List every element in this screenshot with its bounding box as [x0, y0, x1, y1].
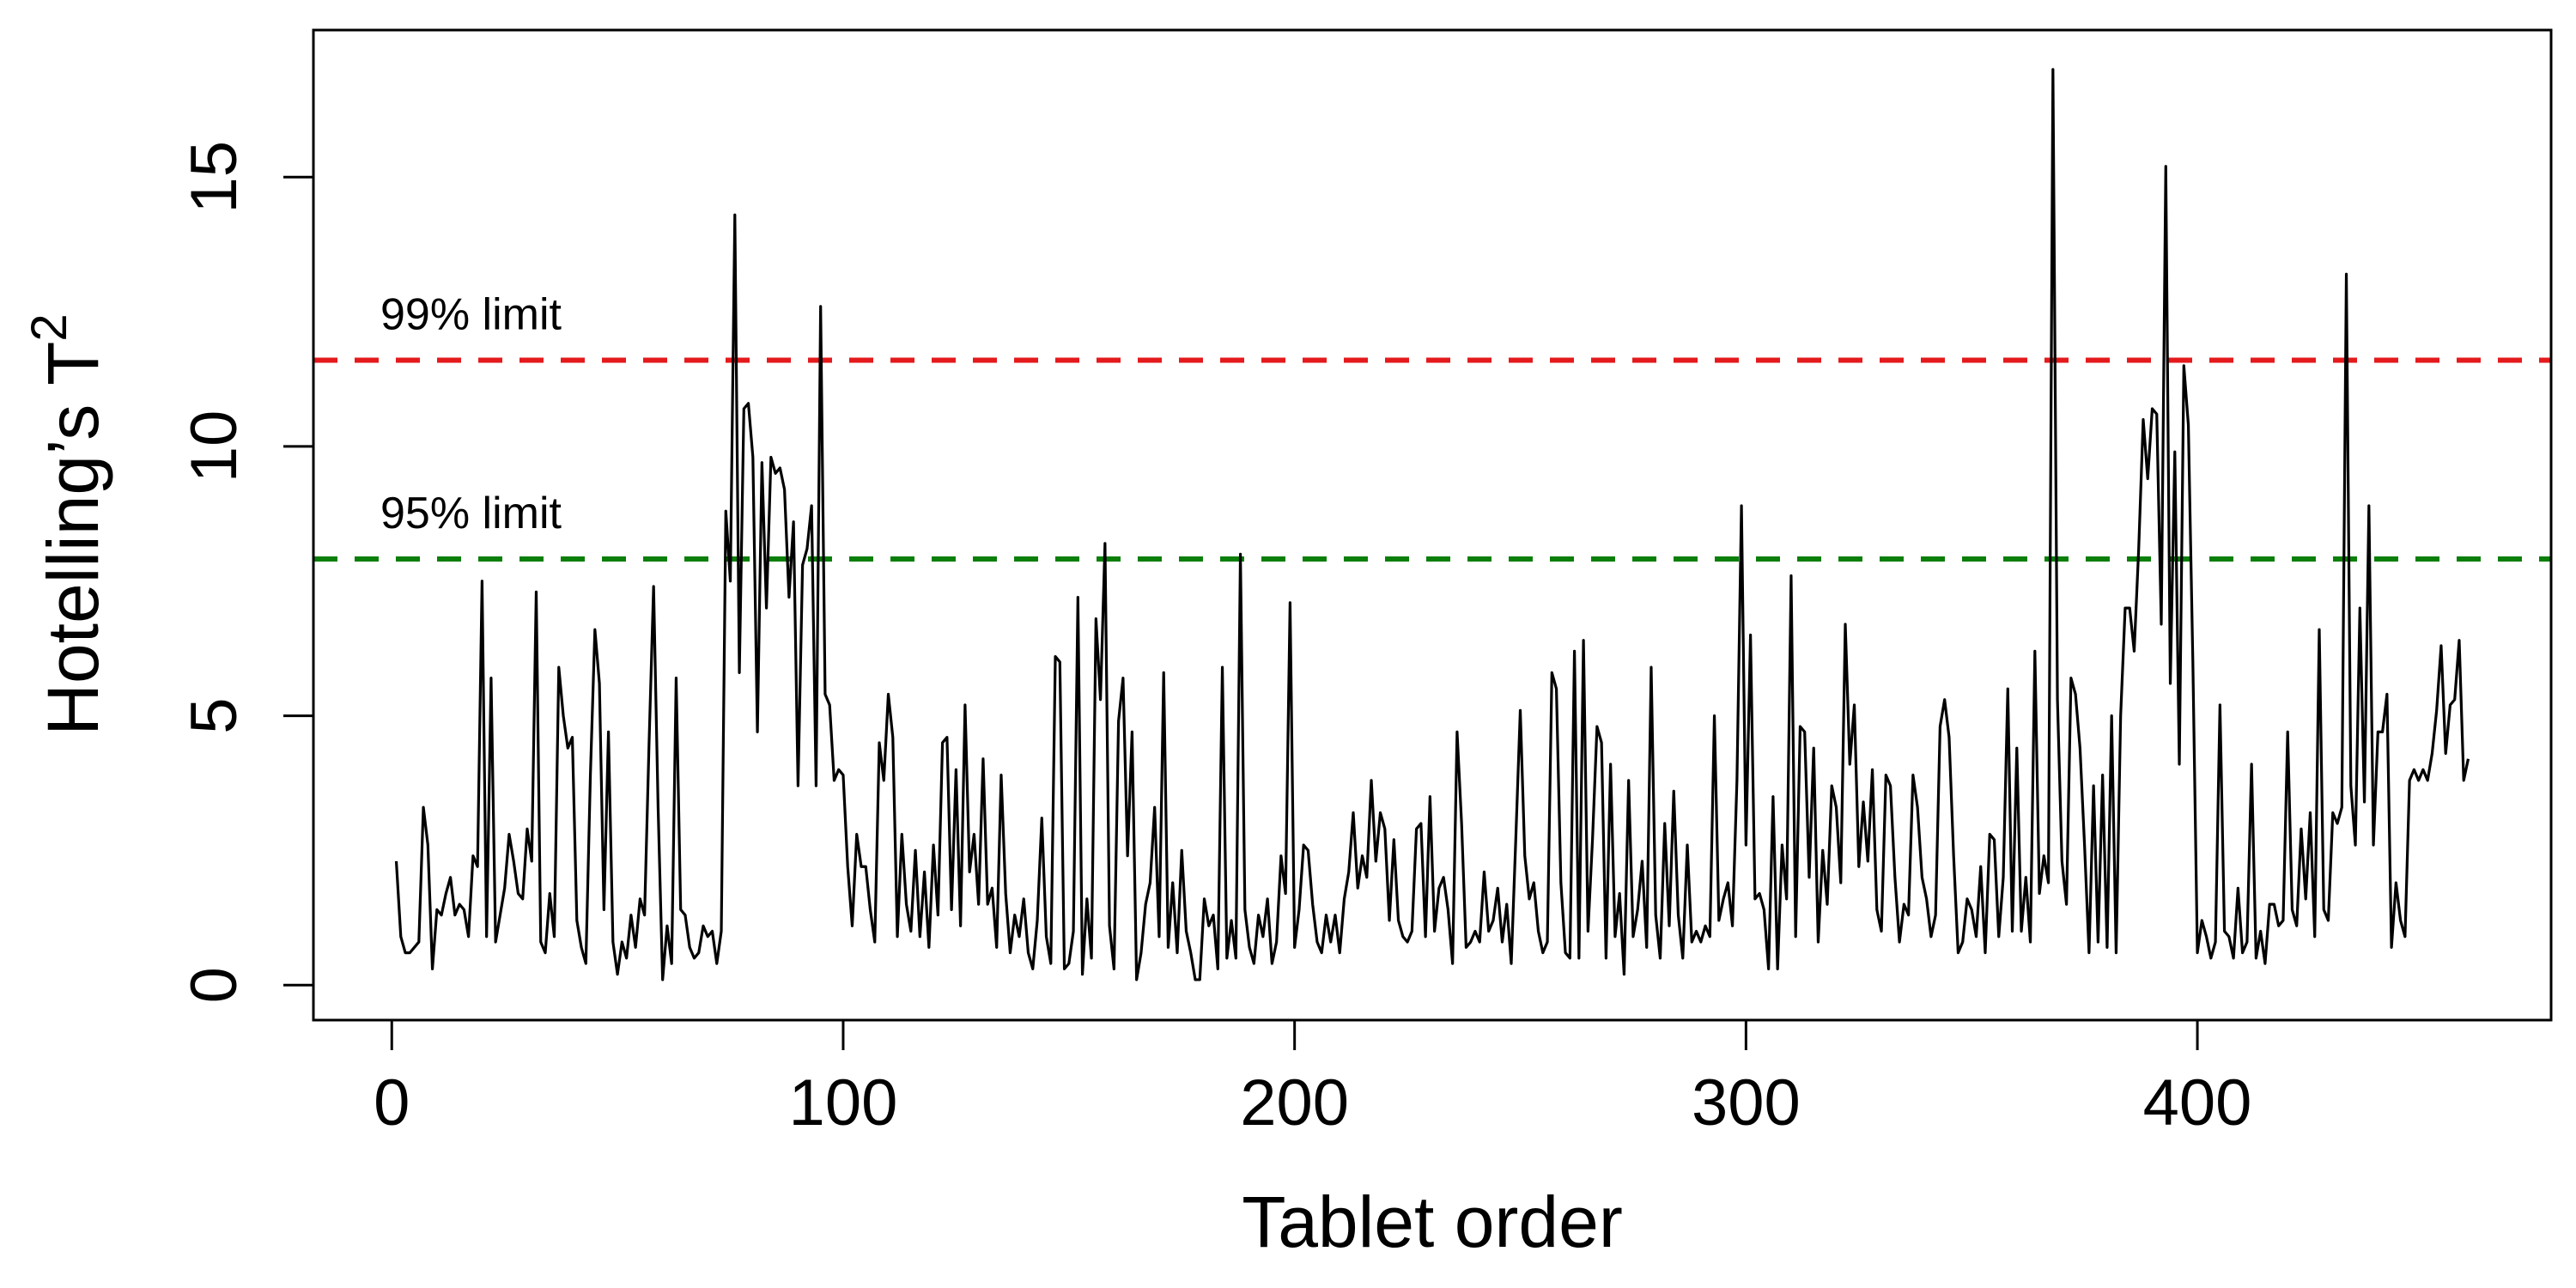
x-tick-label: 100 — [789, 1066, 898, 1139]
x-axis-label: Tablet order — [1242, 1182, 1623, 1262]
x-tick-label: 400 — [2143, 1066, 2252, 1139]
x-tick-label: 0 — [374, 1066, 410, 1139]
data-line — [394, 68, 2470, 981]
y-tick-label: 15 — [178, 141, 251, 214]
y-tick-label: 10 — [178, 410, 251, 483]
y-tick-label: 0 — [178, 967, 251, 1003]
reference-label: 99% limit — [380, 289, 562, 339]
y-axis-label: Hotelling’s T2 — [21, 313, 113, 735]
y-axis-label-superscript: 2 — [21, 313, 77, 341]
y-axis-label-main: Hotelling’s T — [33, 342, 113, 736]
reference-label: 95% limit — [380, 489, 562, 538]
x-tick-label: 300 — [1692, 1066, 1801, 1139]
plot-frame — [312, 28, 2553, 1022]
x-tick-label: 200 — [1240, 1066, 1349, 1139]
y-tick-label: 5 — [178, 697, 251, 733]
